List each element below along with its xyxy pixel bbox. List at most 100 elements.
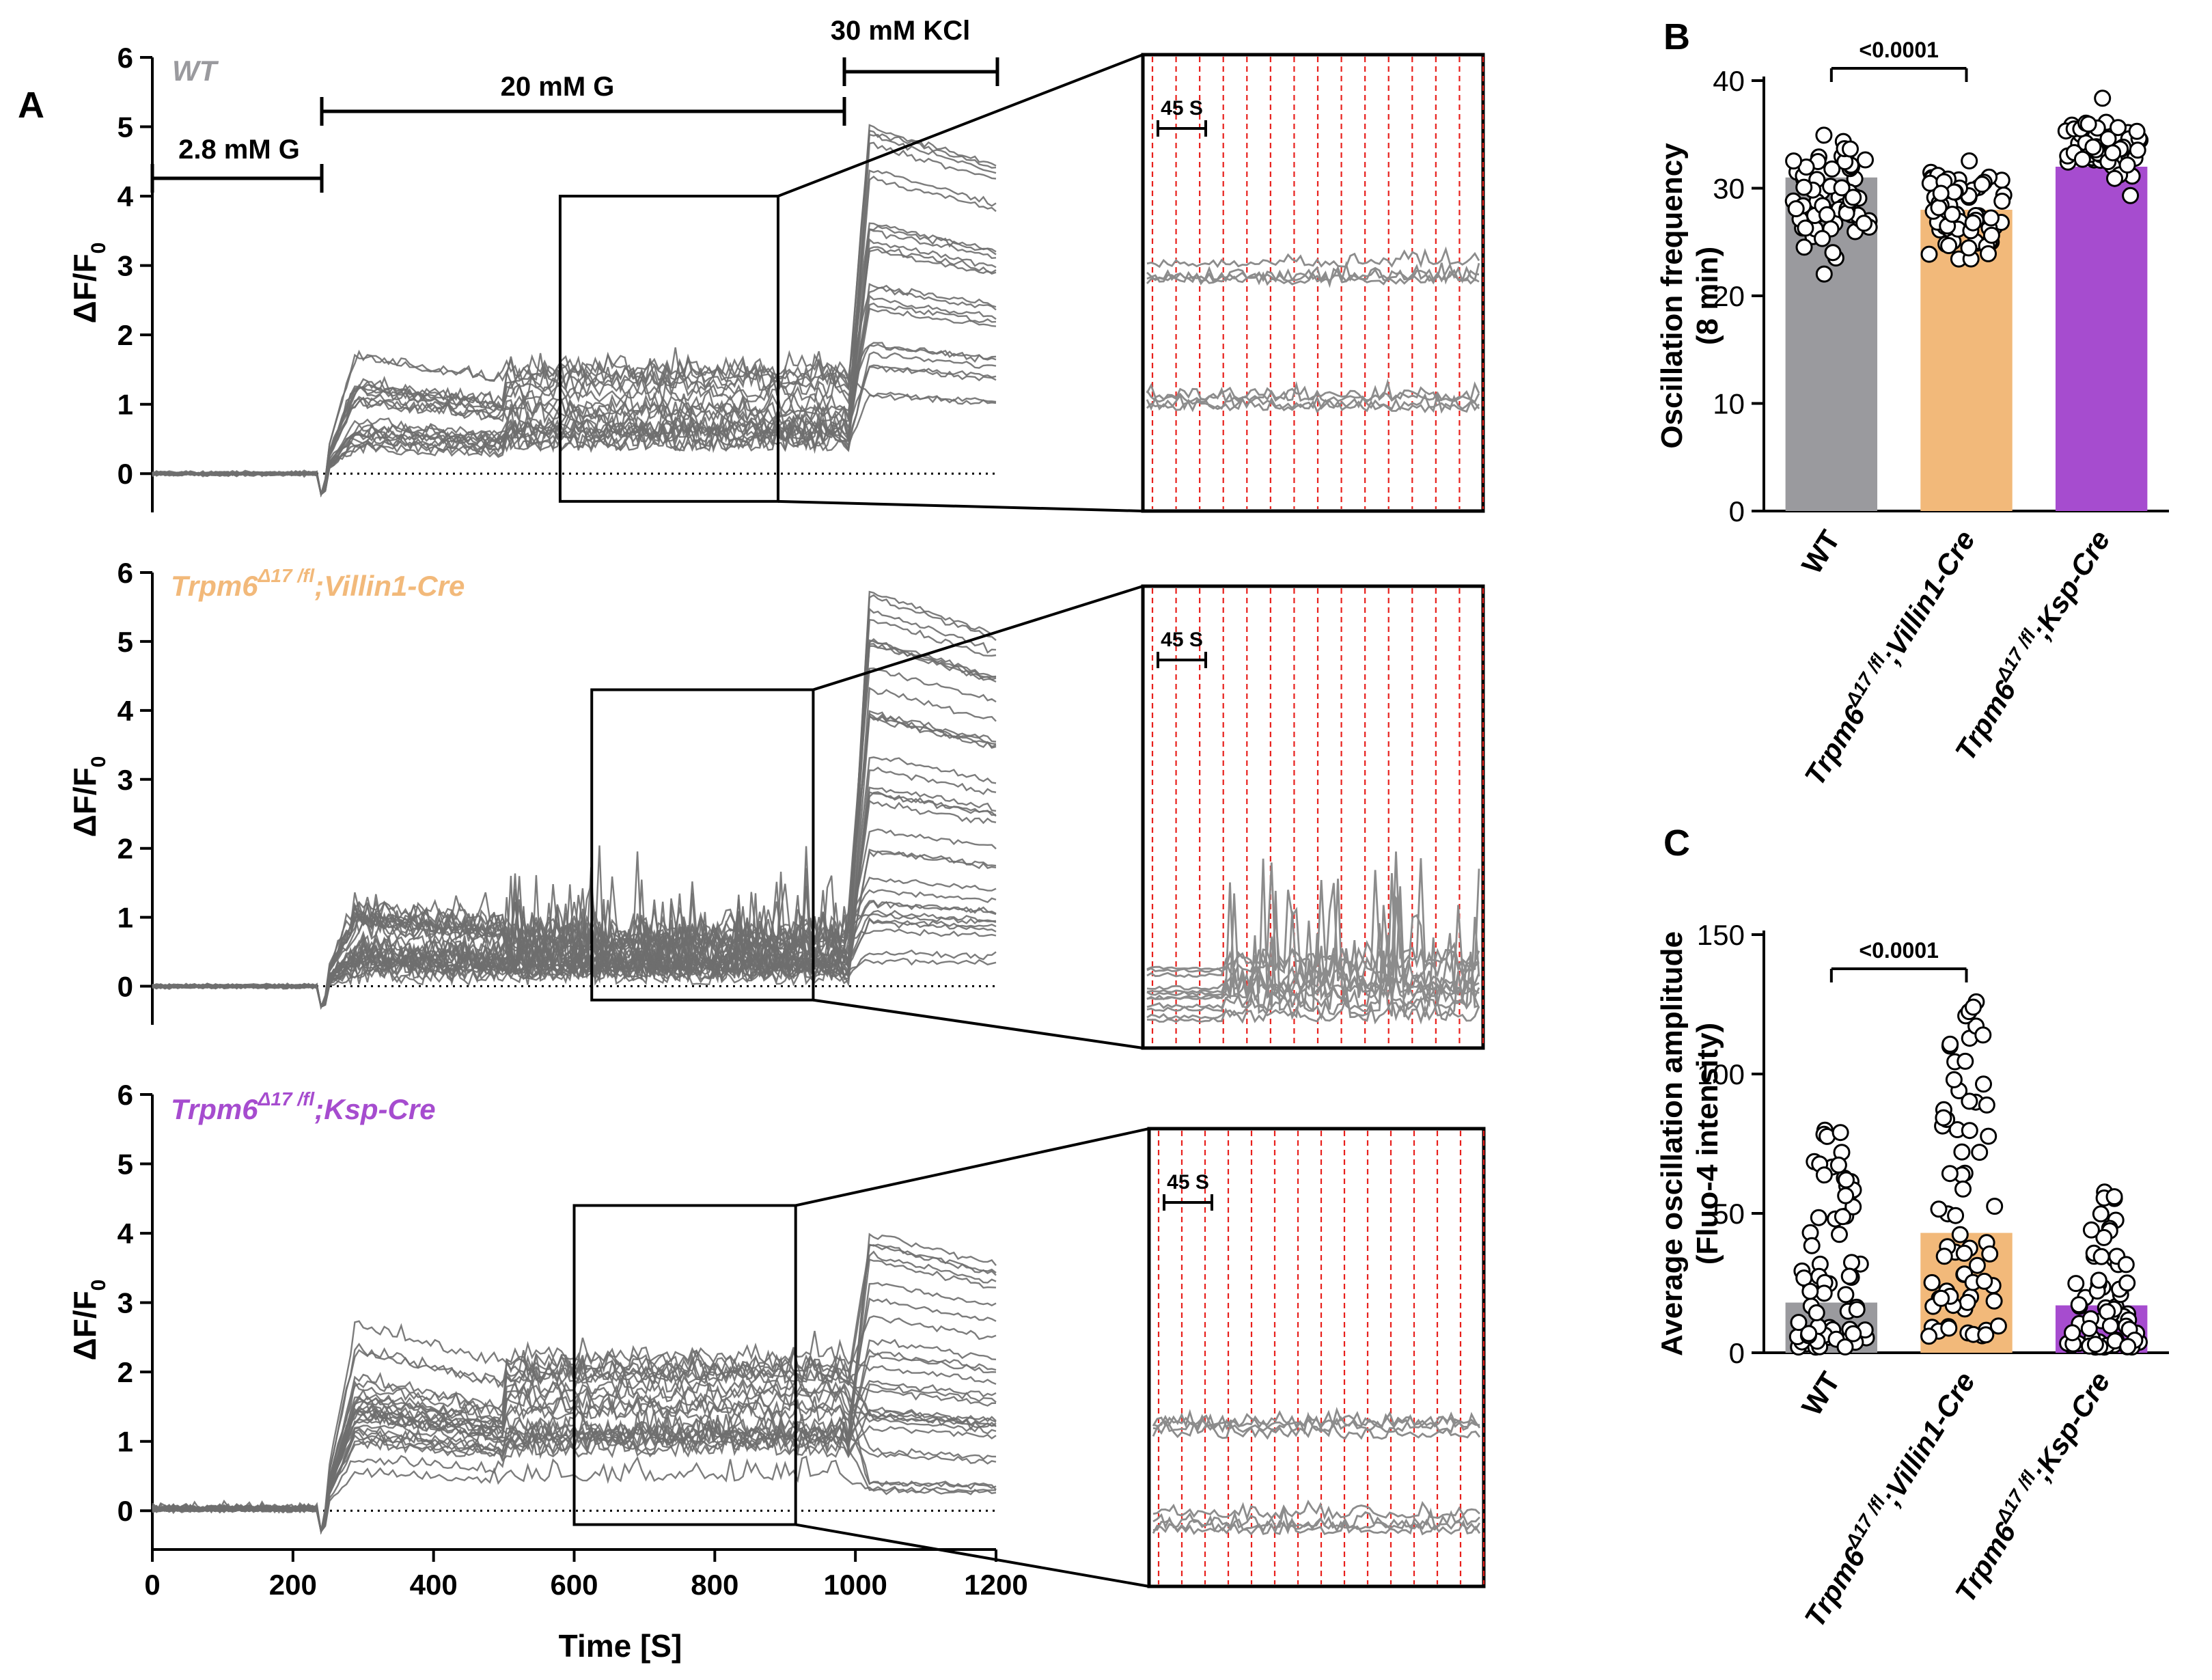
- data-point: [1815, 265, 1833, 283]
- data-point: [1795, 178, 1813, 196]
- bar: [2055, 167, 2148, 511]
- a-x-axis-title: Time [S]: [559, 1628, 682, 1664]
- inset-trace-line: [1146, 394, 1480, 414]
- data-point: [1815, 1166, 1833, 1184]
- panel-label-a: A: [18, 85, 44, 126]
- data-point: [1844, 1325, 1862, 1342]
- inset-trace-line: [1146, 378, 1480, 403]
- protocol-label-20mm: 20 mM G: [501, 72, 615, 102]
- trace-line: [152, 222, 997, 498]
- a-y-tick-label: 3: [117, 250, 133, 282]
- data-point: [2064, 1324, 2081, 1342]
- data-point: [1930, 199, 1948, 217]
- data-point: [1940, 1319, 1958, 1337]
- data-point: [1808, 1304, 1825, 1321]
- a-y-tick-label: 6: [117, 1079, 133, 1111]
- data-point: [1831, 1124, 1849, 1142]
- data-point: [2128, 122, 2146, 140]
- data-point: [1935, 1248, 1953, 1265]
- data-point: [1837, 1286, 1855, 1304]
- a-x-tick-label: 200: [269, 1569, 317, 1601]
- zoom-connector: [777, 53, 1144, 197]
- a-y-axis-title: ΔF/F0: [67, 756, 110, 838]
- data-point: [1834, 1208, 1851, 1226]
- data-point: [1947, 1207, 1965, 1224]
- data-point: [1790, 1314, 1808, 1332]
- trace-line: [152, 879, 997, 1009]
- data-point: [1838, 1171, 1855, 1189]
- data-point: [1932, 184, 1950, 202]
- data-point: [1940, 237, 1958, 254]
- a-y-tick-label: 3: [117, 764, 133, 796]
- zoom-rectangle: [572, 1204, 797, 1526]
- data-point: [2084, 138, 2102, 156]
- protocol-label-2-8mm: 2.8 mM G: [178, 135, 300, 165]
- data-point: [1810, 1209, 1827, 1226]
- data-point: [2092, 1248, 2110, 1265]
- trace-line: [152, 225, 997, 497]
- x-tick-label: Trpm6Δ17 /fl;Ksp-Cre: [1946, 1364, 2116, 1608]
- data-point: [2086, 1336, 2104, 1353]
- zoom-connector: [795, 1523, 1150, 1588]
- data-point: [1985, 1292, 2003, 1310]
- a-y-tick-label: 6: [117, 42, 133, 74]
- data-point: [1957, 1052, 1974, 1070]
- inset-trace-line: [1152, 1412, 1481, 1435]
- row-title-ksp: Trpm6Δ17 /fl;Ksp-Cre: [171, 1088, 436, 1125]
- data-point: [1961, 152, 1978, 169]
- inset-trace-line: [1152, 1517, 1481, 1536]
- trace-line: [152, 590, 997, 1008]
- data-point: [1831, 1226, 1848, 1243]
- data-point: [2110, 119, 2127, 137]
- data-point: [2119, 1338, 2137, 1355]
- y-tick-label: 100: [1697, 1058, 1745, 1090]
- data-point: [1980, 245, 1997, 262]
- row-title-wt: WT: [172, 55, 219, 87]
- y-axis-title: Oscillation frequency(8 min): [1655, 143, 1724, 449]
- data-point: [1974, 1026, 1992, 1044]
- a-y-axis-title: ΔF/F0: [67, 1280, 110, 1361]
- data-point: [2105, 1188, 2123, 1206]
- data-point: [2129, 141, 2146, 159]
- data-point: [1837, 1187, 1855, 1204]
- data-point: [1797, 219, 1814, 237]
- data-point: [2117, 1256, 2135, 1273]
- a-y-tick-label: 1: [117, 389, 133, 421]
- data-point: [1848, 1301, 1866, 1319]
- data-point: [1955, 1244, 1973, 1262]
- y-tick-label: 0: [1729, 1337, 1745, 1369]
- row-title-villin: Trpm6Δ17 /fl;Villin1-Cre: [171, 565, 465, 602]
- data-point: [1953, 1143, 1971, 1161]
- zoom-connector: [812, 585, 1144, 691]
- a-y-tick-label: 2: [117, 319, 133, 351]
- data-point: [1800, 1325, 1818, 1342]
- a-x-tick-label: 1000: [823, 1569, 887, 1601]
- zoom-connector: [795, 1127, 1150, 1207]
- data-point: [1857, 151, 1874, 169]
- data-point: [1971, 1144, 1989, 1161]
- data-point: [2079, 115, 2097, 133]
- data-point: [1959, 1293, 1976, 1311]
- data-point: [2073, 150, 2091, 168]
- significance-label: <0.0001: [1859, 38, 1939, 62]
- a-y-tick-label: 2: [117, 1356, 133, 1388]
- a-y-tick-label: 1: [117, 902, 133, 934]
- y-tick-label: 10: [1713, 388, 1745, 420]
- inset-trace-line: [1146, 895, 1480, 1021]
- zoom-rectangle: [590, 688, 815, 1002]
- scale-bar-label: 45 S: [1161, 97, 1203, 120]
- data-point: [1993, 193, 2011, 210]
- data-point: [1945, 1071, 1963, 1088]
- data-point: [1815, 126, 1833, 144]
- scale-bar-label: 45 S: [1167, 1171, 1209, 1194]
- inset-trace-line: [1146, 858, 1480, 972]
- x-tick-label: Trpm6Δ17 /fl;Ksp-Cre: [1946, 523, 2116, 766]
- inset-trace-line: [1146, 262, 1480, 284]
- y-tick-label: 50: [1713, 1198, 1745, 1230]
- trace-line: [152, 307, 997, 497]
- a-y-tick-label: 3: [117, 1287, 133, 1319]
- data-point: [2118, 156, 2136, 174]
- a-y-tick-label: 5: [117, 111, 133, 143]
